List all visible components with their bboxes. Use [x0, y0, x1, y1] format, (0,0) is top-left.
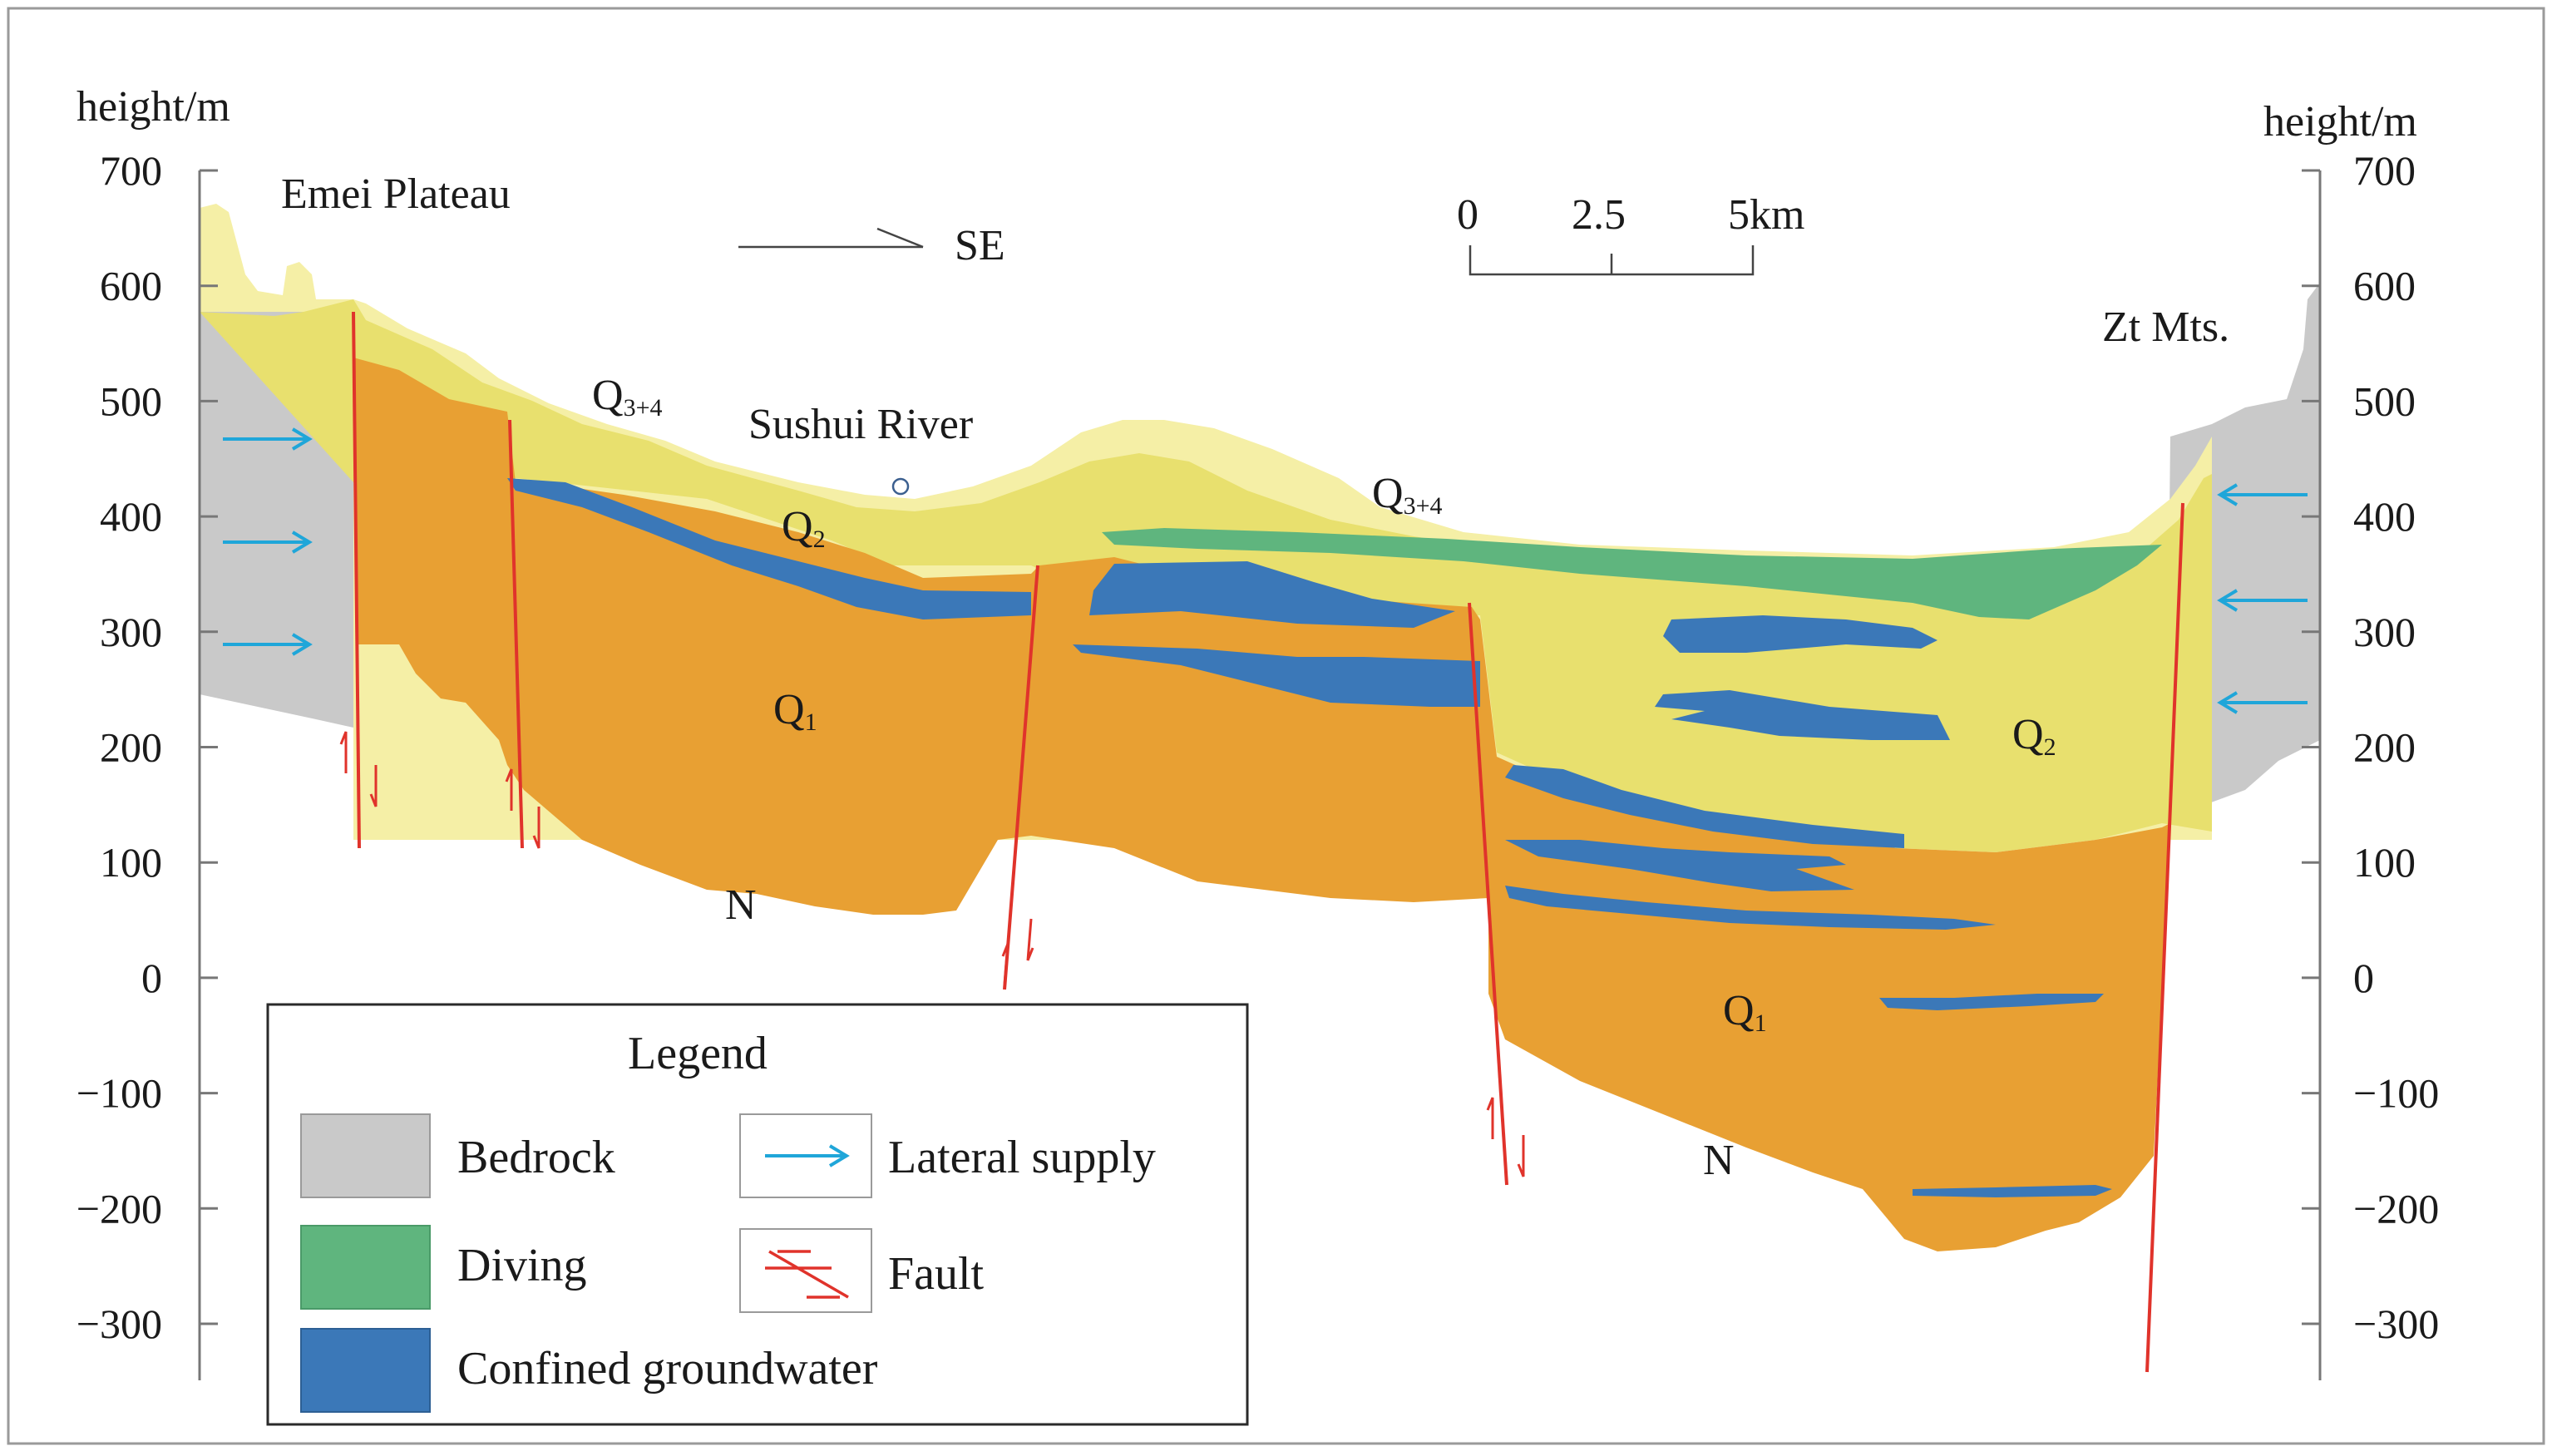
diving-layer [1102, 528, 2162, 619]
scale-bar-line [1469, 245, 1755, 276]
stratum-label-q2: Q2 [782, 503, 826, 553]
confined-lens [1655, 690, 1950, 740]
confined-lens [1879, 994, 2104, 1010]
legend: Legend Bedrock Diving Confined groundwat… [266, 1003, 1249, 1426]
right-axis [2302, 169, 2322, 1380]
legend-fault-symbol [765, 1250, 849, 1299]
fault-line [352, 311, 361, 849]
river-marker [891, 477, 910, 496]
confined-lens [1505, 840, 1854, 891]
left-tick-label: 100 [100, 839, 162, 886]
fault-arrow [505, 768, 541, 849]
fault-arrow [1001, 918, 1034, 986]
legend-lateral-arrow [765, 1144, 850, 1167]
confined-lens [1505, 765, 1904, 848]
supply-arrow-right [223, 531, 313, 554]
confined-lens [1663, 615, 1937, 653]
right-tick-label: 200 [2353, 724, 2416, 771]
confined-lens [1089, 561, 1455, 628]
right-axis-label: height/m [2263, 98, 2417, 146]
left-axis [198, 169, 218, 1380]
supply-arrow-right [223, 427, 313, 451]
fault-line [2145, 502, 2184, 1373]
faults [352, 311, 2184, 1373]
stratum-label-q34: Q3+4 [592, 372, 662, 422]
sushui-river-label: Sushui River [748, 401, 973, 448]
fault-line [1468, 602, 1508, 1186]
legend-label-lateral: Lateral supply [888, 1132, 1156, 1183]
right-tick-label: 400 [2353, 493, 2416, 540]
left-tick-label: 500 [100, 378, 162, 424]
direction-arrowhead [876, 227, 924, 249]
legend-swatch-diving [300, 1225, 431, 1310]
stratum-label-q34-right: Q3+4 [1372, 470, 1442, 520]
stratum-label-q1-right: Q1 [1723, 987, 1767, 1037]
legend-label-bedrock: Bedrock [457, 1132, 615, 1183]
supply-arrow-left [2217, 483, 2308, 506]
right-tick-label: −300 [2353, 1301, 2439, 1347]
emei-plateau-label: Emei Plateau [281, 170, 511, 218]
legend-swatch-fault [739, 1228, 872, 1313]
right-tick-labels: 700 600 500 400 300 200 100 0 −100 −200 −300 [2353, 147, 2439, 1347]
left-tick-label: 600 [100, 263, 162, 309]
right-tick-label: 600 [2353, 263, 2416, 309]
fault-arrow [339, 731, 378, 807]
zt-mts-label: Zt Mts. [2102, 304, 2229, 351]
stratum-label-q2-right: Q2 [2012, 711, 2056, 761]
left-tick-label: 700 [100, 147, 162, 194]
direction-label: SE [955, 222, 1005, 269]
lateral-supply-arrows [223, 427, 2308, 714]
legend-swatch-confined [300, 1328, 431, 1413]
legend-title: Legend [628, 1028, 768, 1079]
right-tick-label: 500 [2353, 378, 2416, 424]
left-tick-label: 300 [100, 609, 162, 655]
right-tick-label: 700 [2353, 147, 2416, 194]
right-tick-label: 100 [2353, 839, 2416, 886]
left-tick-label: 400 [100, 493, 162, 540]
left-tick-label: 0 [141, 955, 162, 1001]
figure-frame [7, 7, 2545, 1445]
fault-motion-arrows [339, 731, 1525, 1177]
scale-label-0: 0 [1457, 191, 1478, 239]
left-axis-label: height/m [77, 83, 230, 131]
left-tick-label: −300 [77, 1301, 162, 1347]
right-tick-label: −200 [2353, 1185, 2439, 1231]
legend-box [266, 1003, 1249, 1426]
supply-arrow-right [223, 633, 313, 656]
scale-label-5km: 5km [1728, 191, 1804, 239]
left-tick-label: −100 [77, 1070, 162, 1117]
stratum-label-q1: Q1 [773, 686, 817, 736]
confined-lens [1505, 886, 1996, 930]
legend-label-confined: Confined groundwater [457, 1343, 878, 1394]
stratum-label-n: N [725, 881, 757, 929]
supply-arrow-left [2217, 589, 2308, 612]
fault-arrow [1486, 1097, 1525, 1177]
confined-lens [1913, 1185, 2112, 1197]
legend-label-diving: Diving [457, 1240, 587, 1291]
scale-label-2-5: 2.5 [1572, 191, 1626, 239]
legend-label-fault: Fault [888, 1248, 985, 1300]
confined-lens [507, 478, 1031, 619]
right-tick-label: 0 [2353, 955, 2374, 1001]
stratum-label-n-right: N [1703, 1137, 1735, 1184]
right-tick-label: −100 [2353, 1070, 2439, 1117]
fault-line [1003, 565, 1039, 990]
right-tick-label: 300 [2353, 609, 2416, 655]
fault-line [508, 419, 524, 849]
scale-bar [1469, 245, 1755, 276]
legend-swatch-bedrock [300, 1113, 431, 1198]
left-tick-labels: 700 600 500 400 300 200 100 0 −100 −200 −300 [77, 147, 162, 1347]
left-tick-label: 200 [100, 724, 162, 771]
confined-lens [1073, 644, 1480, 707]
supply-arrow-left [2217, 691, 2308, 714]
confined-groundwater-lenses [507, 478, 2112, 1197]
left-tick-label: −200 [77, 1185, 162, 1231]
